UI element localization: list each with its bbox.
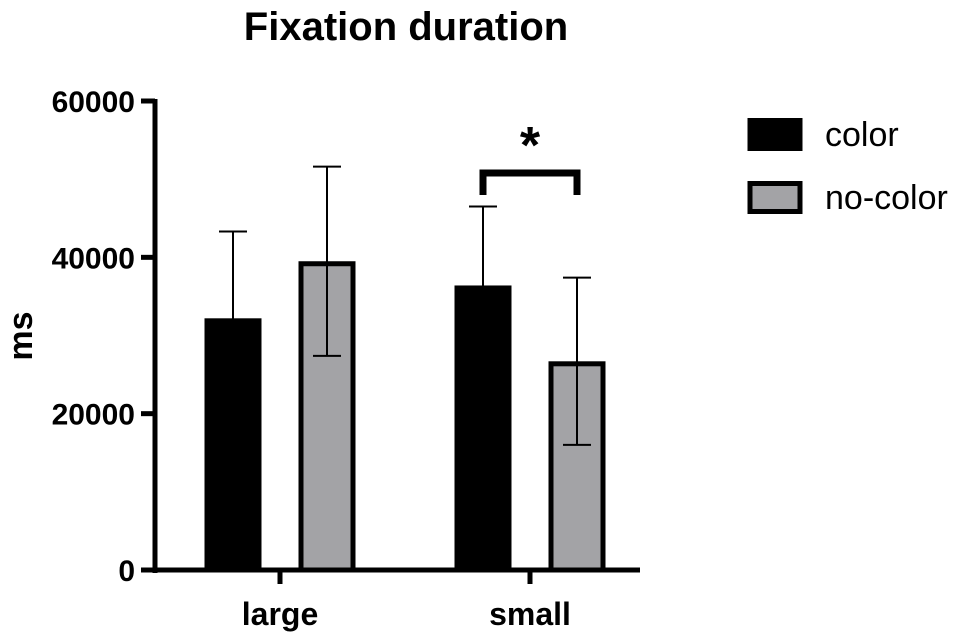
x-tick-label: large [242,596,318,632]
y-tick-label: 60000 [52,86,135,119]
y-tick-label: 0 [118,555,135,588]
legend-label-no-color: no-color [825,179,948,217]
bar-color-large [204,318,262,573]
y-tick-label: 40000 [52,242,135,275]
error-bar-no-color-small [563,276,591,446]
legend-label-color: color [825,116,899,154]
significance-label: * [520,117,541,175]
error-bars [219,165,591,446]
error-bar-no-color-large [313,165,341,357]
x-tick-label: small [489,596,571,632]
y-tick-label: 20000 [52,399,135,432]
chart-title: Fixation duration [244,5,568,49]
significance-bracket [479,169,581,195]
legend-swatch-color [747,118,803,151]
error-bar-color-large [219,230,247,407]
bars [204,261,606,573]
significance-annotation: * [479,117,581,195]
legend-swatch-no-color [747,181,803,214]
error-bar-color-small [469,205,497,366]
legend: color no-color [747,116,948,217]
y-axis-label: ms [2,311,40,360]
